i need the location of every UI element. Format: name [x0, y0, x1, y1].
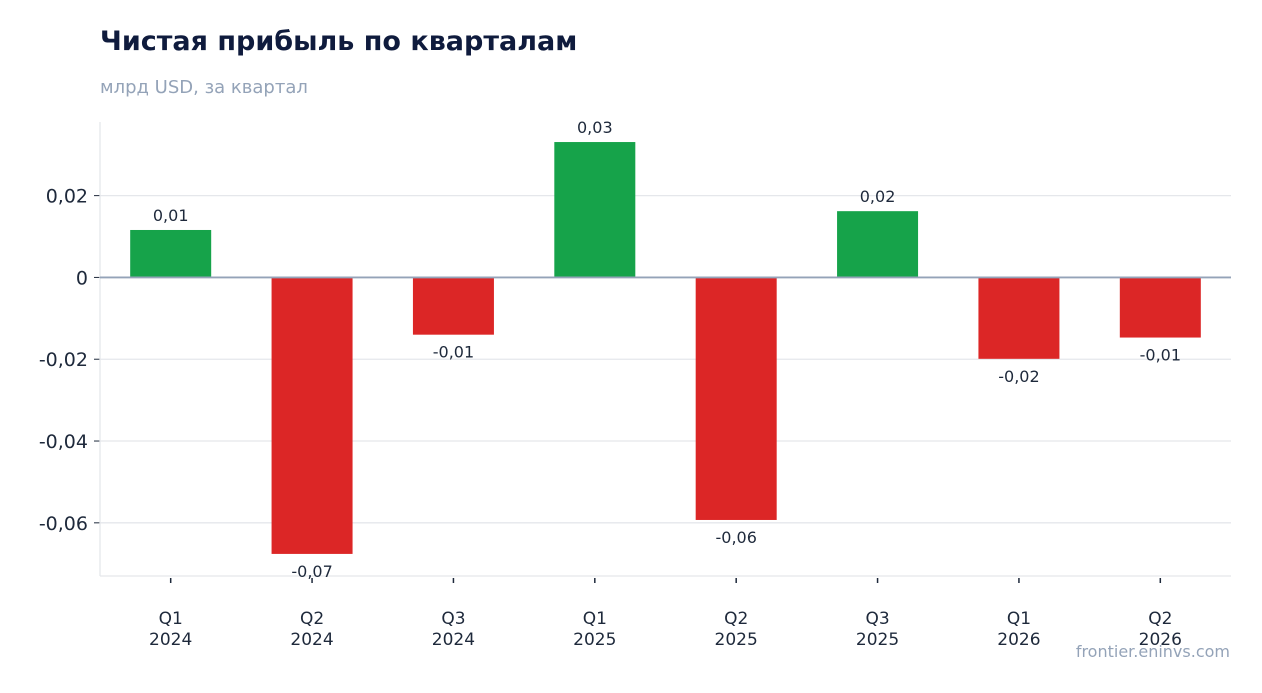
bar [271, 277, 353, 554]
data-label: -0,06 [715, 528, 756, 547]
bar [978, 277, 1060, 359]
y-tick-label: 0 [76, 267, 88, 289]
data-label: 0,01 [153, 206, 189, 225]
y-tick-label: 0,02 [46, 186, 88, 208]
data-label: -0,01 [1140, 346, 1181, 365]
data-label: -0,01 [433, 343, 474, 362]
x-tick-label: Q3 2024 [432, 609, 475, 650]
x-tick-label: Q1 2026 [997, 609, 1040, 650]
chart-title: Чистая прибыль по кварталам [100, 26, 578, 57]
bar [130, 229, 212, 278]
chart-subtitle: млрд USD, за квартал [100, 77, 308, 98]
x-tick-label: Q2 2025 [715, 609, 758, 650]
data-label: 0,03 [577, 118, 613, 137]
bar [695, 277, 777, 520]
x-tick-label: Q2 2024 [290, 609, 333, 650]
data-label: -0,07 [291, 562, 332, 581]
y-tick-label: -0,02 [39, 349, 88, 371]
y-tick-label: -0,06 [39, 513, 88, 535]
bar [1119, 277, 1201, 338]
x-tick-label: Q3 2025 [856, 609, 899, 650]
y-tick-label: -0,04 [39, 431, 88, 453]
bar [554, 142, 636, 278]
data-label: 0,02 [860, 187, 896, 206]
x-tick-label: Q1 2024 [149, 609, 192, 650]
bar [837, 211, 919, 278]
bar [412, 277, 494, 335]
data-label: -0,02 [998, 367, 1039, 386]
x-tick-label: Q1 2025 [573, 609, 616, 650]
x-tick-label: Q2 2026 [1139, 609, 1182, 650]
watermark: frontier.eninvs.com [1075, 642, 1230, 661]
